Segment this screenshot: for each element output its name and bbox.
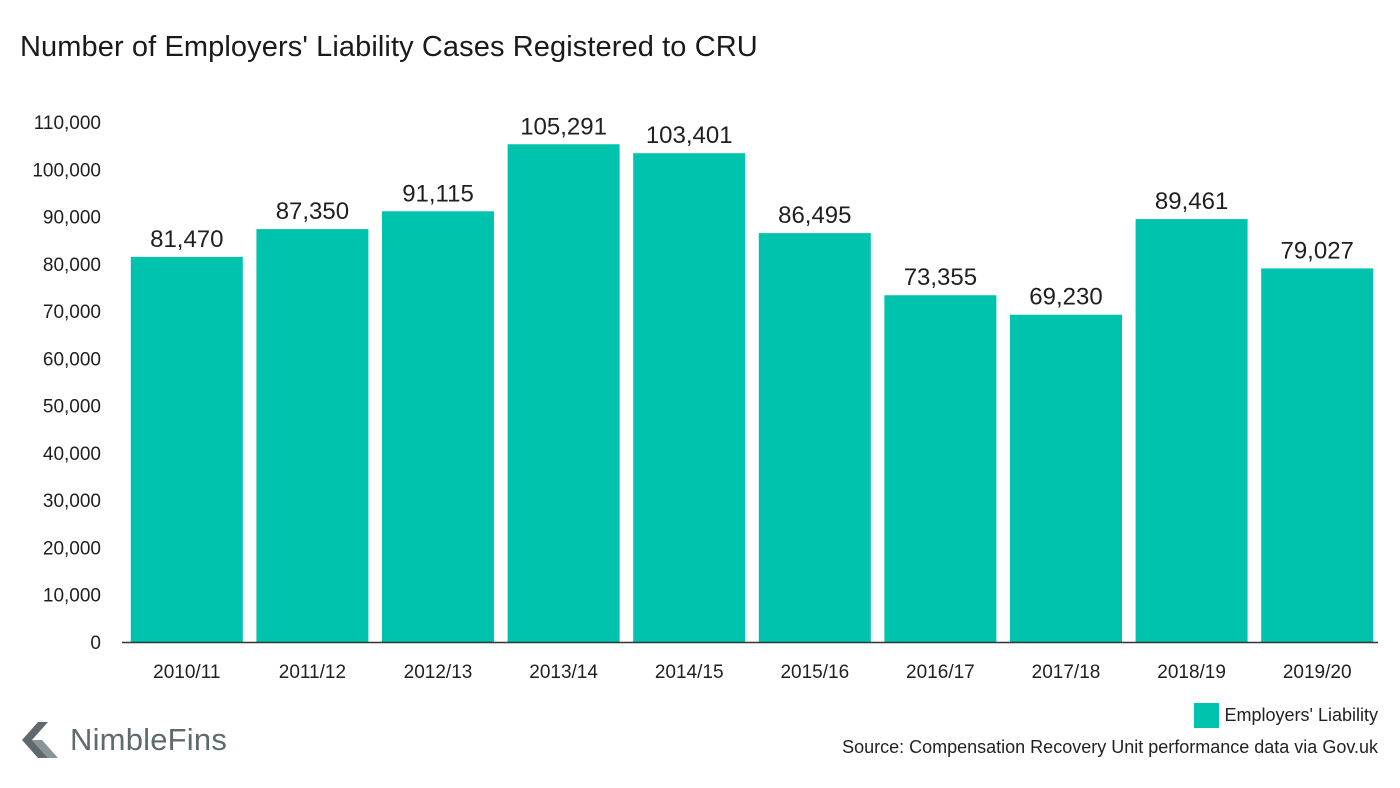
x-tick-label: 2018/19: [1157, 662, 1226, 683]
data-label: 103,401: [646, 122, 733, 149]
data-label: 87,350: [276, 198, 349, 225]
nimblefins-arrow-logo-icon: [22, 722, 58, 758]
y-tick-label: 90,000: [43, 208, 101, 229]
bar: [633, 153, 746, 643]
source-note: Source: Compensation Recovery Unit perfo…: [842, 737, 1378, 757]
y-tick-label: 50,000: [43, 397, 101, 418]
data-label: 79,027: [1280, 237, 1353, 264]
chart-title: Number of Employers' Liability Cases Reg…: [20, 31, 758, 63]
x-tick-label: 2017/18: [1032, 662, 1101, 683]
data-label: 105,291: [520, 113, 607, 140]
y-tick-label: 100,000: [32, 160, 101, 181]
data-label: 69,230: [1029, 284, 1102, 311]
x-tick-label: 2014/15: [655, 662, 724, 683]
x-tick-label: 2012/13: [404, 662, 473, 683]
bar: [256, 229, 369, 642]
x-tick-label: 2011/12: [279, 662, 346, 683]
x-tick-label: 2015/16: [780, 662, 849, 683]
y-tick-label: 40,000: [43, 444, 101, 465]
y-tick-label: 10,000: [43, 586, 101, 607]
y-tick-label: 20,000: [43, 538, 101, 559]
y-tick-label: 110,000: [34, 113, 101, 134]
y-tick-label: 80,000: [43, 255, 101, 276]
bar: [1010, 314, 1122, 642]
y-tick-label: 30,000: [43, 491, 101, 512]
y-tick-label: 60,000: [43, 349, 101, 370]
data-label: 81,470: [150, 226, 223, 253]
bar: [507, 144, 620, 642]
x-tick-label: 2010/11: [153, 662, 220, 683]
legend-label: Employers' Liability: [1224, 705, 1379, 725]
brand-logo: NimbleFins: [20, 722, 227, 758]
x-tick-label: 2016/17: [906, 662, 975, 683]
bar: [1261, 268, 1374, 642]
bar: [758, 233, 871, 642]
bar: [382, 211, 494, 643]
bar-chart: 0 10,000 20,000 30,000 40,000 50,000 60,000 70,…: [32, 113, 1378, 683]
y-tick-label: 0: [90, 633, 101, 654]
y-tick-label: 70,000: [43, 302, 101, 323]
bar: [1135, 219, 1248, 643]
bar: [884, 295, 997, 642]
data-label: 86,495: [778, 202, 851, 229]
legend-swatch: [1193, 703, 1219, 728]
x-tick-label: 2019/20: [1283, 662, 1352, 683]
bar: [130, 256, 243, 642]
data-label: 89,461: [1155, 188, 1228, 215]
legend: Employers' Liability: [1193, 703, 1379, 728]
brand-name: NimbleFins: [70, 722, 228, 757]
x-tick-label: 2013/14: [529, 662, 598, 683]
data-label: 73,355: [904, 264, 977, 291]
data-label: 91,115: [402, 180, 474, 207]
